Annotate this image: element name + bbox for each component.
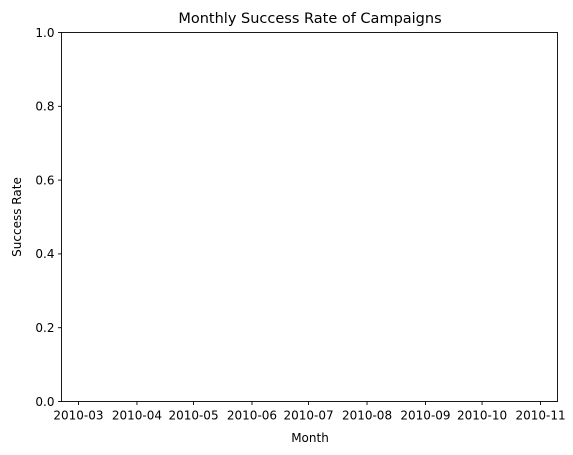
x-tick-label: 2010-06 (227, 409, 277, 423)
x-tick-label: 2010-07 (283, 409, 333, 423)
y-tick-label: 0.8 (35, 100, 54, 114)
y-tick-label: 0.4 (35, 247, 54, 261)
y-tick-label: 1.0 (35, 26, 54, 40)
y-axis: 0.0 0.2 0.4 0.6 0.8 1.0 (35, 26, 62, 409)
chart-title: Monthly Success Rate of Campaigns (178, 11, 441, 27)
x-tick-label: 2010-09 (400, 409, 450, 423)
x-tick-label: 2010-05 (168, 409, 218, 423)
x-tick-label: 2010-08 (342, 409, 392, 423)
y-tick-label: 0.0 (35, 395, 54, 409)
plot-area (61, 32, 558, 402)
x-axis: 2010-03 2010-04 2010-05 2010-06 2010-07 2010-… (53, 401, 566, 423)
y-tick-label: 0.2 (35, 321, 54, 335)
y-tick-label: 0.6 (35, 173, 54, 187)
x-tick-label: 2010-03 (53, 409, 103, 423)
x-axis-label: Month (291, 431, 329, 445)
x-tick-label: 2010-04 (112, 409, 162, 423)
x-tick-label: 2010-11 (515, 409, 565, 423)
y-axis-label: Success Rate (10, 177, 24, 257)
x-tick-label: 2010-10 (457, 409, 507, 423)
